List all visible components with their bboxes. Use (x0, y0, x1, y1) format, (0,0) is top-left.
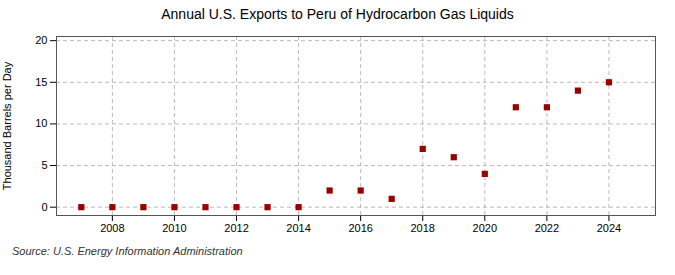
svg-text:2020: 2020 (473, 222, 497, 234)
svg-text:2022: 2022 (535, 222, 559, 234)
svg-text:2008: 2008 (100, 222, 124, 234)
html-text:Annual U.S. Exports to Peru of: Annual U.S. Exports to Peru of Hydrocarb… (161, 6, 514, 22)
html-text:Source: U.S. Energy Informatio: Source: U.S. Energy Information Administ… (12, 245, 243, 257)
svg-text:0: 0 (41, 201, 47, 213)
svg-text:5: 5 (41, 159, 47, 171)
svg-text:2024: 2024 (597, 222, 621, 234)
svg-text:15: 15 (35, 76, 47, 88)
svg-text:Thousand Barrels per Day: Thousand Barrels per Day (1, 61, 13, 190)
svg-text:10: 10 (35, 117, 47, 129)
svg-text:20: 20 (35, 34, 47, 46)
svg-text:2010: 2010 (162, 222, 186, 234)
svg-text:2012: 2012 (224, 222, 248, 234)
svg-text:2016: 2016 (348, 222, 372, 234)
svg-text:2018: 2018 (410, 222, 434, 234)
svg-text:2014: 2014 (286, 222, 310, 234)
